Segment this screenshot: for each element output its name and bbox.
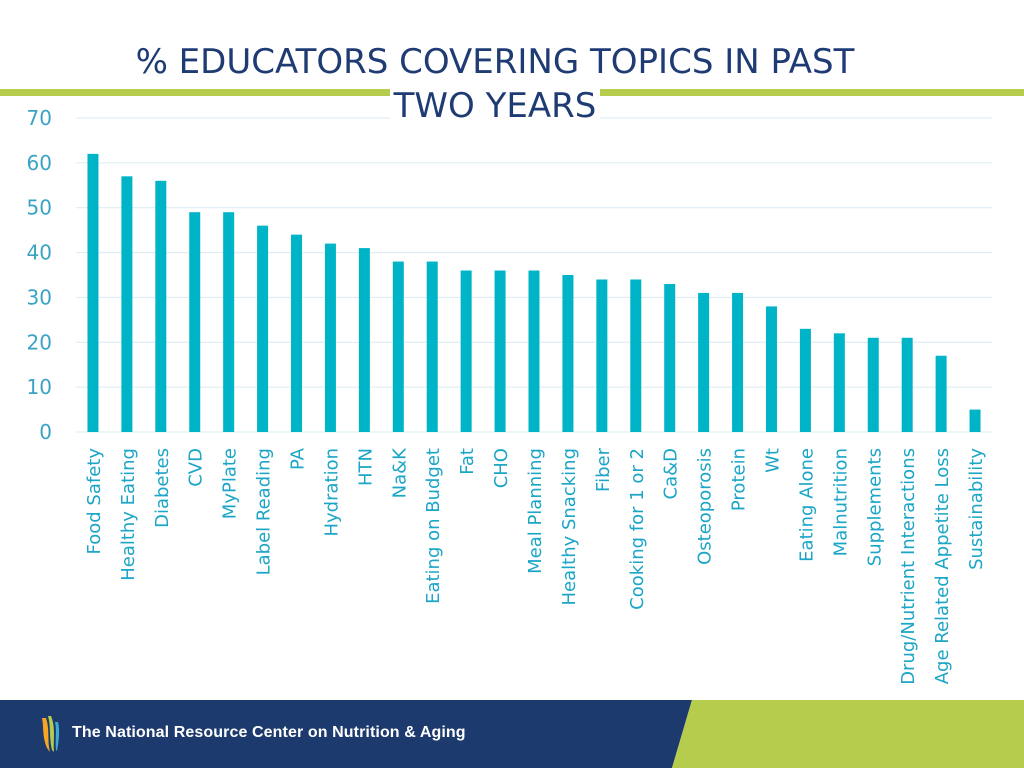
x-category-label: PA bbox=[288, 447, 309, 470]
x-category-label: MyPlate bbox=[220, 448, 241, 519]
org-name: The National Resource Center on Nutritio… bbox=[72, 724, 466, 741]
x-category-label: Protein bbox=[729, 448, 750, 511]
bar-6 bbox=[291, 234, 303, 432]
x-category-label: CHO bbox=[491, 448, 512, 488]
bar-15 bbox=[596, 279, 608, 432]
bar-20 bbox=[765, 306, 777, 432]
bar-24 bbox=[901, 337, 913, 432]
bar-10 bbox=[426, 261, 438, 432]
x-category-label: Hydration bbox=[321, 448, 342, 537]
bar-12 bbox=[494, 270, 506, 432]
x-category-label: Food Safety bbox=[84, 448, 105, 555]
bar-7 bbox=[324, 243, 336, 432]
x-category-label: Drug/Nutrient Interactions bbox=[898, 448, 919, 685]
x-category-label: HTN bbox=[355, 448, 376, 486]
y-tick-label: 0 bbox=[39, 420, 52, 444]
x-category-label: Eating Alone bbox=[796, 448, 817, 562]
x-category-label: Wt bbox=[762, 448, 783, 473]
flame-logo-icon bbox=[42, 716, 60, 752]
bar-2 bbox=[155, 180, 167, 432]
y-tick-label: 20 bbox=[27, 330, 52, 354]
x-category-label: Fat bbox=[457, 448, 478, 475]
y-tick-label: 50 bbox=[27, 196, 52, 220]
bar-1 bbox=[121, 176, 133, 432]
x-category-label: Sustainability bbox=[966, 448, 987, 570]
x-category-label: Na&K bbox=[389, 447, 410, 499]
x-category-label: Malnutrition bbox=[830, 448, 851, 556]
x-category-label: Ca&D bbox=[661, 448, 682, 500]
bar-22 bbox=[833, 333, 845, 432]
chart-title-line-2: TWO YEARS bbox=[389, 86, 601, 126]
x-category-label: Label Reading bbox=[254, 448, 275, 575]
y-tick-label: 60 bbox=[27, 151, 52, 175]
x-category-label: Osteoporosis bbox=[695, 448, 716, 565]
x-category-label: Supplements bbox=[864, 448, 885, 566]
x-category-label: CVD bbox=[186, 448, 207, 487]
x-category-label: Eating on Budget bbox=[423, 448, 444, 604]
bar-23 bbox=[867, 337, 879, 432]
bar-13 bbox=[528, 270, 540, 432]
bar-26 bbox=[969, 409, 981, 432]
bars bbox=[87, 153, 981, 432]
x-category-label: Age Related Appetite Loss bbox=[932, 448, 953, 684]
bar-21 bbox=[799, 328, 811, 432]
bar-18 bbox=[698, 292, 710, 432]
bar-14 bbox=[562, 275, 574, 432]
bar-8 bbox=[358, 248, 370, 432]
chart-title-line-1: % EDUCATORS COVERING TOPICS IN PAST bbox=[131, 42, 859, 82]
y-tick-label: 70 bbox=[27, 106, 52, 130]
footer-banner: The National Resource Center on Nutritio… bbox=[0, 700, 1024, 768]
y-axis-ticks: 0 10 20 30 40 50 60 70 bbox=[27, 106, 52, 444]
x-category-label: Healthy Eating bbox=[118, 448, 139, 581]
bar-16 bbox=[630, 279, 642, 432]
bar-19 bbox=[732, 292, 744, 432]
bar-11 bbox=[460, 270, 472, 432]
bar-4 bbox=[223, 212, 235, 432]
y-tick-label: 40 bbox=[27, 241, 52, 265]
x-category-label: Meal Planning bbox=[525, 448, 546, 574]
footer-green-panel bbox=[672, 700, 1024, 768]
y-tick-label: 10 bbox=[27, 375, 52, 399]
x-category-label: Healthy Snacking bbox=[559, 448, 580, 606]
bar-0 bbox=[87, 153, 99, 432]
x-category-label: Cooking for 1 or 2 bbox=[627, 448, 648, 610]
bar-17 bbox=[664, 283, 676, 432]
bar-5 bbox=[257, 225, 269, 432]
bar-25 bbox=[935, 355, 947, 432]
chart-title: % EDUCATORS COVERING TOPICS IN PAST TWO … bbox=[95, 40, 895, 128]
x-category-label: Diabetes bbox=[152, 448, 173, 528]
bar-3 bbox=[189, 212, 201, 432]
x-axis-labels: Food Safety Healthy Eating Diabetes CVD MyPl… bbox=[84, 447, 987, 685]
y-tick-label: 30 bbox=[27, 285, 52, 309]
x-category-label: Fiber bbox=[593, 447, 614, 492]
bar-9 bbox=[392, 261, 404, 432]
footer-navy-panel bbox=[0, 700, 692, 768]
